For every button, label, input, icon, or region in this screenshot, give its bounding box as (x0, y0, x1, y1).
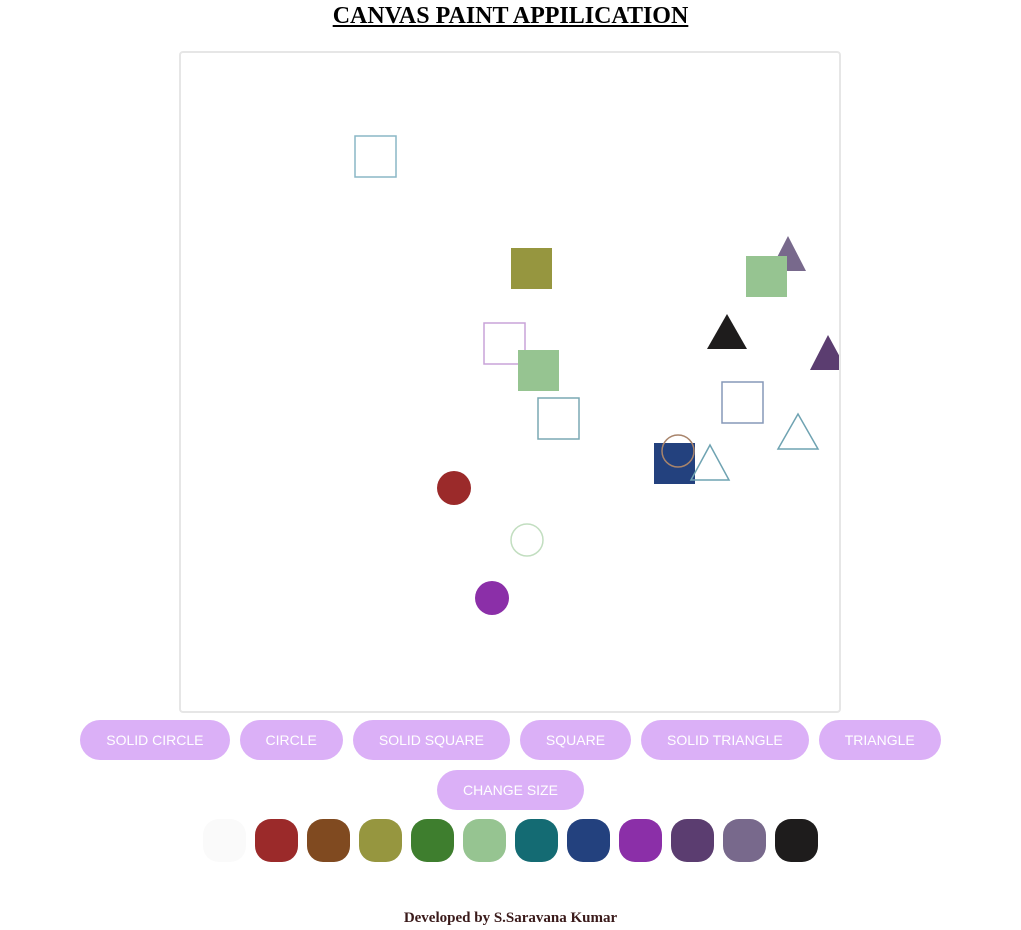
shape-circle-solid (437, 471, 471, 505)
shape-circle-outline (510, 523, 544, 557)
change-size-button[interactable]: CHANGE SIZE (437, 770, 584, 810)
color-swatch-green[interactable] (411, 819, 454, 862)
shape-square-outline (721, 381, 764, 424)
color-swatch-black[interactable] (775, 819, 818, 862)
circle-button[interactable]: CIRCLE (239, 720, 343, 760)
color-swatch-dark-purple[interactable] (671, 819, 714, 862)
shape-square-solid (746, 256, 787, 297)
triangle-button[interactable]: TRIANGLE (818, 720, 941, 760)
shape-circle-solid (475, 581, 509, 615)
page-title: CANVAS PAINT APPILICATION (332, 3, 689, 29)
color-swatch-teal[interactable] (515, 819, 558, 862)
color-swatch-navy[interactable] (567, 819, 610, 862)
solid-square-button[interactable]: SOLID SQUARE (352, 720, 510, 760)
solid-triangle-button[interactable]: SOLID TRIANGLE (641, 720, 809, 760)
shape-square-outline (537, 397, 580, 440)
footer-credit: Developed by S.Saravana Kumar (403, 910, 618, 926)
color-palette (0, 819, 1021, 862)
shape-triangle-outline (689, 443, 731, 481)
color-swatch-olive[interactable] (359, 819, 402, 862)
shape-toolbar: SOLID CIRCLE CIRCLE SOLID SQUARE SQUARE … (0, 720, 1021, 760)
shape-triangle-outline (776, 412, 820, 450)
shape-square-outline (354, 135, 397, 178)
color-swatch-brown[interactable] (307, 819, 350, 862)
shape-square-solid (511, 248, 552, 289)
color-swatch-purple[interactable] (619, 819, 662, 862)
color-swatch-light-green[interactable] (463, 819, 506, 862)
shape-square-outline (483, 322, 526, 365)
shape-triangle-solid (810, 335, 839, 370)
color-swatch-grey-purple[interactable] (723, 819, 766, 862)
shape-circle-outline (661, 434, 695, 468)
canvas-drawing[interactable] (181, 53, 839, 711)
color-swatch-red[interactable] (255, 819, 298, 862)
shape-square-solid (518, 350, 559, 391)
shape-triangle-solid (707, 314, 747, 349)
solid-circle-button[interactable]: SOLID CIRCLE (80, 720, 230, 760)
square-button[interactable]: SQUARE (519, 720, 632, 760)
paint-canvas[interactable] (179, 51, 841, 713)
color-swatch-white[interactable] (203, 819, 246, 862)
size-toolbar: CHANGE SIZE (0, 770, 1021, 810)
